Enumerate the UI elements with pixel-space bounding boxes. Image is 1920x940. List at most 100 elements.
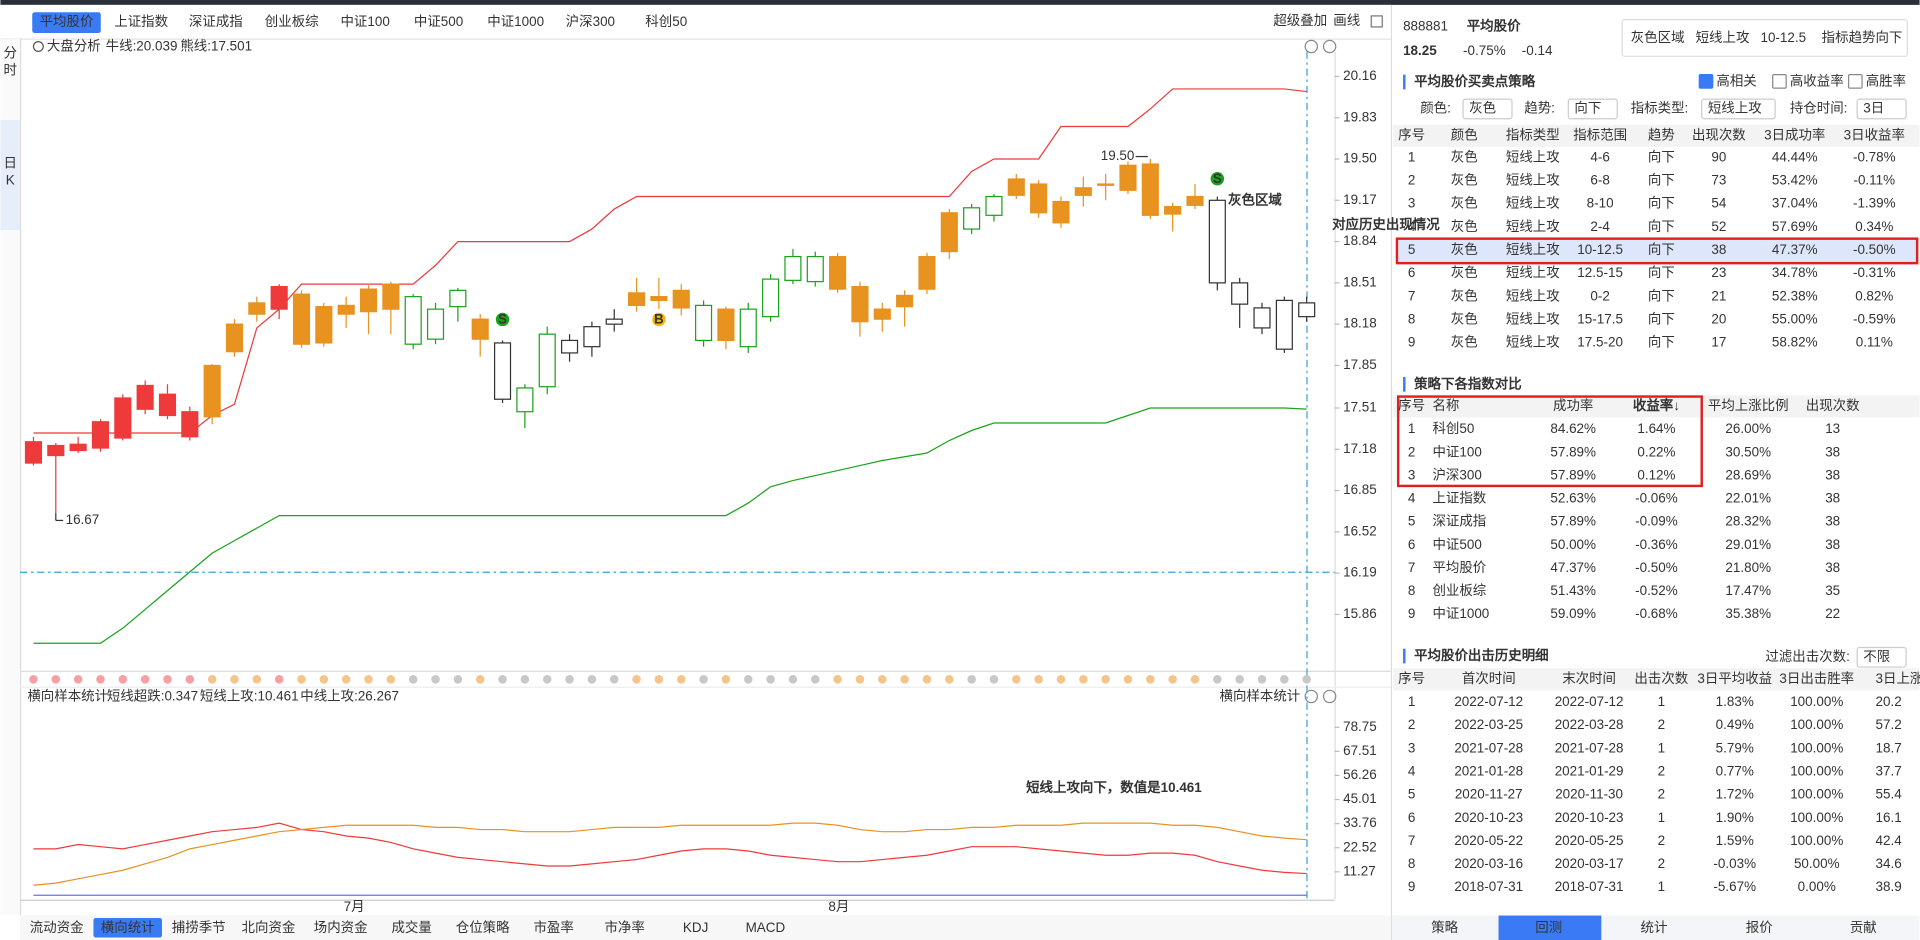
table-cell: 38 — [1825, 467, 1840, 482]
tab[interactable]: 平均股价 — [40, 14, 94, 29]
select[interactable] — [1567, 98, 1618, 120]
low-label: 16.67 — [66, 512, 100, 527]
state-dot — [274, 675, 284, 684]
bottom-tab[interactable]: 市盈率 — [533, 919, 573, 935]
panel-tab[interactable]: 统计 — [1641, 920, 1668, 935]
select[interactable] — [1856, 646, 1907, 668]
y-tick-label: 18.51 — [1343, 274, 1377, 289]
tab[interactable]: 中证1000 — [487, 14, 544, 29]
checkbox[interactable] — [1772, 74, 1787, 89]
state-dot — [386, 675, 396, 684]
tab-bar — [0, 4, 1391, 40]
select[interactable] — [1462, 98, 1513, 120]
column-header: 颜色 — [1451, 126, 1478, 142]
stock-price: 18.25 — [1403, 43, 1437, 58]
table-cell: 55.00% — [1772, 311, 1818, 326]
side-tab[interactable]: K — [6, 173, 15, 188]
y-tick-label: 17.18 — [1343, 441, 1377, 456]
state-dot — [364, 675, 373, 684]
highlight-box — [1396, 395, 1703, 488]
active-tab[interactable] — [1498, 915, 1602, 940]
state-dot — [163, 675, 172, 684]
tab[interactable]: 上证指数 — [114, 14, 168, 29]
tab[interactable]: 沪深300 — [566, 14, 615, 29]
tool[interactable]: 超级叠加 — [1273, 13, 1327, 28]
y-tick-label: 33.76 — [1343, 815, 1377, 830]
checkbox[interactable] — [1698, 74, 1714, 89]
checkbox-label[interactable]: 高相关 — [1716, 73, 1756, 89]
column-header: 首次时间 — [1462, 671, 1516, 686]
table-cell: 38 — [1825, 560, 1840, 575]
side-tab[interactable]: 时 — [3, 63, 16, 78]
select-value[interactable]: 短线上攻 — [1708, 100, 1762, 115]
settings-icon[interactable] — [1304, 39, 1319, 54]
select-value[interactable]: 灰色 — [1469, 99, 1496, 115]
bottom-tab[interactable]: 流动资金 — [30, 920, 84, 935]
section-marker — [1403, 74, 1406, 90]
panel-tab[interactable]: 报价 — [1746, 920, 1773, 935]
search-box[interactable] — [1621, 18, 1908, 57]
annotation: 灰色区域 — [1228, 191, 1282, 207]
tab[interactable]: 深证成指 — [189, 14, 243, 29]
settings-icon[interactable] — [1304, 689, 1319, 704]
column-header: 末次时间 — [1562, 671, 1616, 686]
bottom-tab[interactable]: MACD — [746, 920, 786, 935]
x-tick-label: 8月 — [828, 899, 849, 914]
state-dot — [207, 675, 217, 684]
signal — [1210, 171, 1225, 186]
checkbox-label[interactable]: 高收益率 — [1790, 73, 1844, 89]
panel-tab[interactable]: 回测 — [1535, 920, 1562, 935]
table-cell: 科创50 — [1432, 421, 1474, 436]
active-tab[interactable] — [32, 12, 101, 34]
highlight-box — [1395, 237, 1919, 265]
side-tab[interactable]: 分 — [3, 45, 16, 60]
table-cell: 6-8 — [1590, 173, 1609, 188]
panel-tab[interactable]: 贡献 — [1850, 920, 1877, 935]
table-cell: 1 — [1658, 740, 1665, 755]
table-cell: 向下 — [1648, 335, 1675, 350]
section-title: 平均股价出击历史明细 — [1414, 647, 1549, 663]
bottom-tab[interactable]: 场内资金 — [314, 920, 368, 935]
bottom-tab[interactable]: 市净率 — [604, 919, 644, 935]
table-cell: 47.37% — [1550, 560, 1596, 575]
bottom-tab[interactable]: 捕捞季节 — [172, 920, 226, 935]
select[interactable] — [1701, 98, 1776, 120]
checkbox-label[interactable]: 高胜率 — [1866, 73, 1906, 89]
stock-change: -0.14 — [1522, 43, 1553, 58]
tab[interactable]: 创业板综 — [265, 14, 319, 29]
side-tab[interactable]: 日 — [3, 156, 16, 171]
table-cell: 1.64% — [1637, 421, 1675, 436]
bottom-tab[interactable]: 成交量 — [391, 919, 431, 935]
table-cell: 1.59% — [1716, 833, 1754, 848]
y-tick-label: 20.16 — [1343, 68, 1377, 83]
active-tab[interactable] — [93, 917, 162, 938]
tab[interactable]: 科创50 — [645, 14, 687, 29]
table-cell: -0.52% — [1635, 583, 1678, 598]
select-value[interactable]: 向下 — [1574, 100, 1601, 115]
layout-icon[interactable] — [1370, 15, 1383, 28]
help-icon[interactable] — [1322, 39, 1337, 54]
state-dot — [341, 675, 351, 684]
table-cell: 2 — [1408, 444, 1415, 459]
select[interactable] — [1856, 98, 1907, 120]
tab[interactable]: 中证500 — [414, 14, 463, 29]
bottom-tab[interactable]: 横向统计 — [101, 920, 155, 935]
checkbox[interactable] — [1847, 74, 1863, 89]
panel-tab[interactable]: 策略 — [1431, 919, 1458, 935]
section-marker — [1403, 648, 1406, 664]
tool[interactable]: 画线 — [1333, 13, 1360, 28]
candle-body — [404, 296, 422, 345]
bottom-tab[interactable]: 仓位策略 — [456, 919, 510, 935]
tab[interactable]: 中证100 — [340, 14, 389, 29]
candle-body — [270, 286, 288, 310]
bottom-tab[interactable]: 北向资金 — [242, 920, 296, 935]
bottom-tab[interactable]: KDJ — [683, 920, 708, 935]
table-cell: 7 — [1408, 288, 1415, 303]
menu-icon[interactable] — [32, 41, 44, 53]
select-value[interactable]: 不限 — [1863, 649, 1890, 664]
select-value[interactable]: 3日 — [1863, 100, 1884, 115]
state-dot — [498, 675, 507, 684]
table-cell: 2020-05-22 — [1454, 833, 1523, 848]
help-icon[interactable] — [1322, 689, 1337, 704]
table-cell: 1 — [1658, 879, 1665, 894]
